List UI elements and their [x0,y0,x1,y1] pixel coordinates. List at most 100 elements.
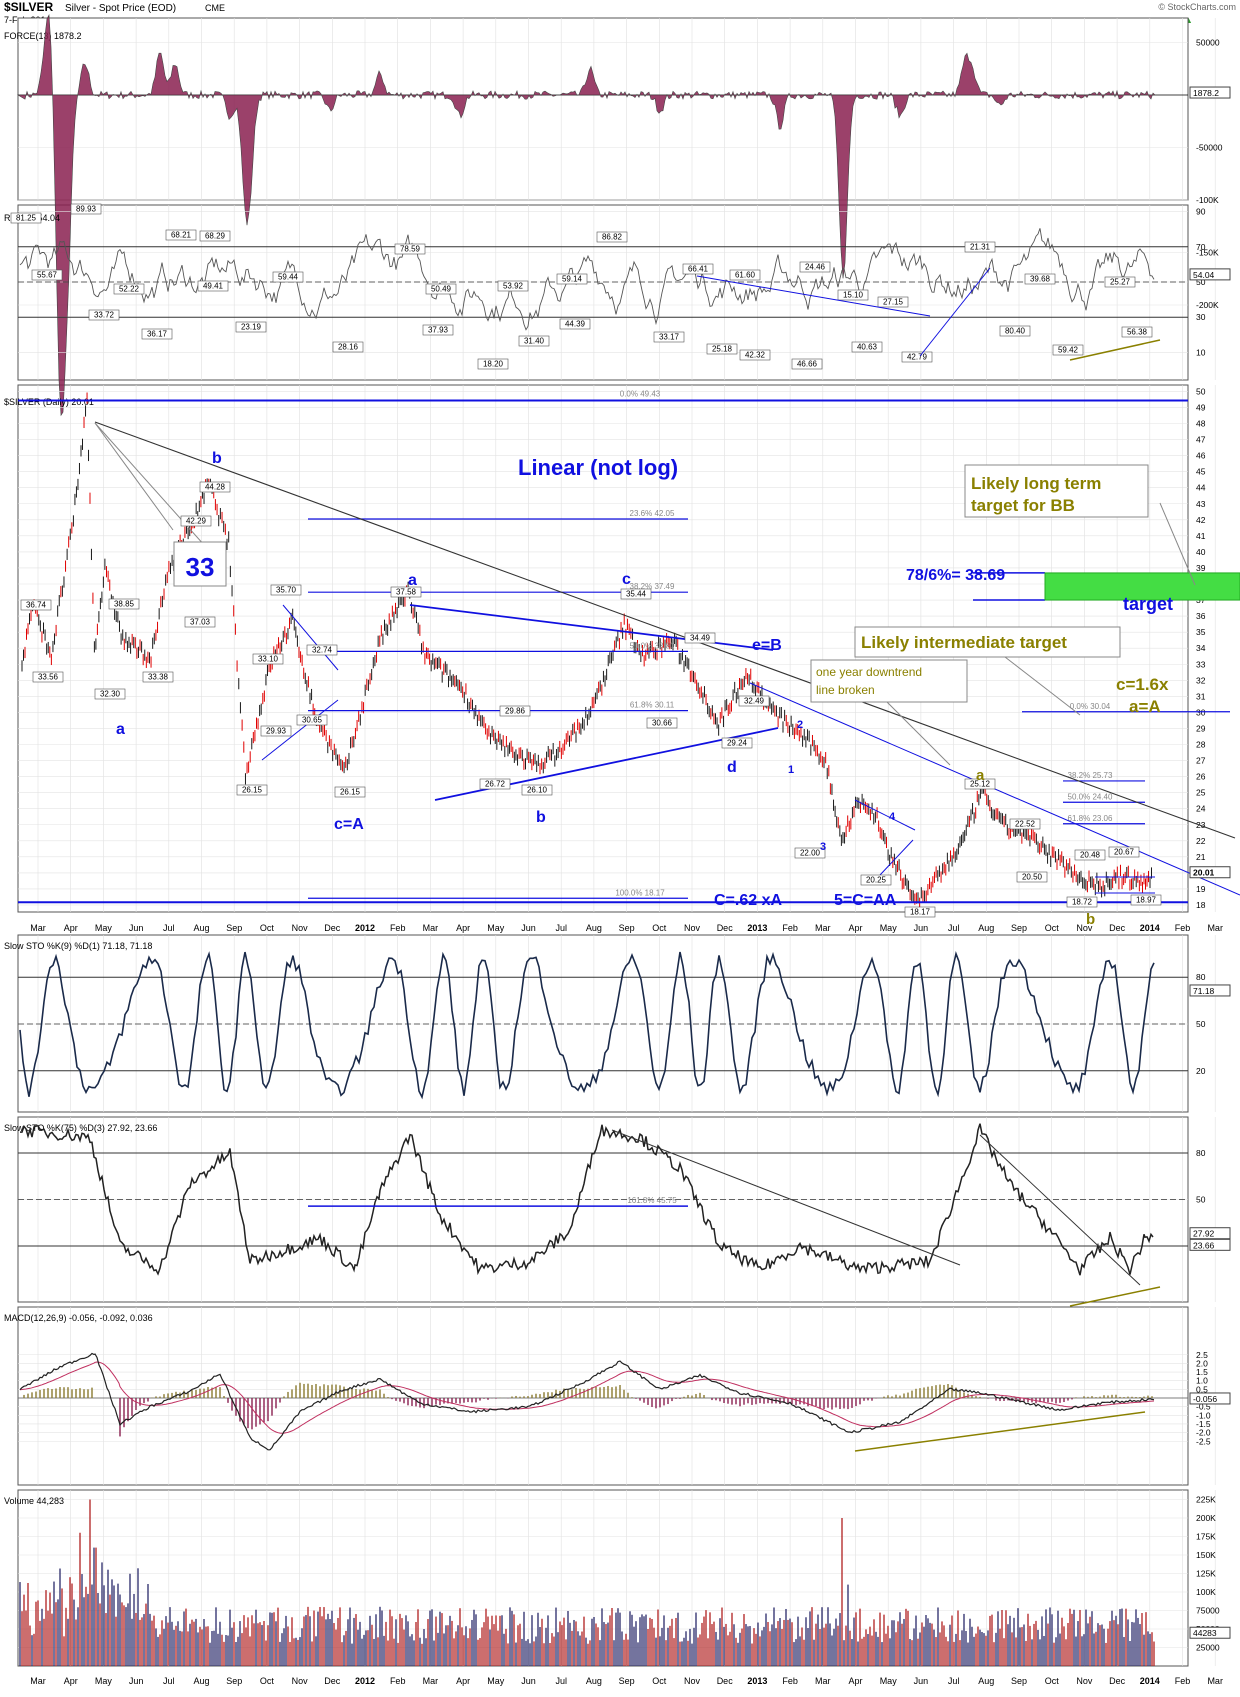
force-tick-label: -50000 [1196,143,1223,153]
sto9-tick-label: 50 [1196,1019,1206,1029]
rsi-value-label-box [877,296,909,308]
rsi-value-label: 24.46 [805,263,826,272]
price-value-label: 33.10 [258,655,279,664]
price-month-label-17: Aug [586,923,602,933]
price-value-label: 32.74 [312,646,333,655]
rsi-value-label: 25.27 [1110,278,1131,287]
sto75-tick-label: 50 [1196,1195,1206,1205]
rsi-value-label: 42.32 [745,351,766,360]
price-value-label-box [620,588,652,600]
price-tick-label: 50 [1196,386,1206,396]
macd-panel-frame [17,1306,1189,1486]
volume-month-label-33: Dec [1109,1676,1126,1686]
wave-a-label: a [116,721,125,738]
rsi-value-label: 89.93 [76,205,97,214]
rsi-value-label: 27.15 [883,298,904,307]
sto75-title: Slow STO %K(75) %D(3) 27.92, 23.66 [4,1123,157,1133]
volume-month-label-8: Nov [292,1676,309,1686]
price-month-label-30: Sep [1011,923,1027,933]
rsi-value-label: 39.68 [1030,275,1051,284]
rsi-value-label: 44.39 [565,320,586,329]
price-value-label-box [180,515,212,527]
rsi-tick-label: 70 [1196,242,1206,252]
volume-month-label-11: Feb [390,1676,406,1686]
rsi-value-label-box [70,203,102,215]
volume-month-label-21: Dec [717,1676,734,1686]
pointer-line [94,422,174,531]
rsi-value-label-box [999,325,1031,337]
rsi-value-label-box [799,261,831,273]
price-month-label-36: Mar [1207,923,1223,933]
target-zone [1044,572,1240,601]
sto75-last-label-2: 23.66 [1193,1240,1215,1250]
sto75-tick-label: 80 [1196,1148,1206,1158]
price-month-label-2: May [95,923,113,933]
volume-month-label-29: Aug [978,1676,994,1686]
price-month-label-16: Jul [555,923,567,933]
volume-tick-label: 175K [1196,1532,1216,1542]
longterm-label-2: target for BB [971,496,1075,515]
price-tick-label: 27 [1196,756,1206,766]
rsi-value-label-box [394,243,426,255]
volume-month-label-7: Oct [260,1676,275,1686]
macd-tick-label: -2.5 [1196,1436,1211,1446]
rsi-value-label: 36.17 [147,330,168,339]
rsi-value-label-box [197,280,229,292]
price-tick-label: 25 [1196,788,1206,798]
rsi-trendline [919,267,991,357]
big33-label: 33 [186,552,215,582]
price-value-label-box [252,653,284,665]
volume-month-label-13: Apr [456,1676,470,1686]
sto75-last-box-1 [1189,1227,1231,1240]
price-tick-label: 24 [1196,804,1206,814]
volume-last-label: 44283 [1193,1628,1217,1638]
price-tick-label: 42 [1196,515,1206,525]
rsi-value-label-box [837,289,869,301]
force-title: FORCE(13) 1878.2 [4,31,82,41]
price-tick-label: 43 [1196,499,1206,509]
volume-month-label-34: 2014 [1140,1676,1160,1686]
macd-divergence-line [854,1411,1146,1452]
force-last-label: 1878.2 [1193,88,1219,98]
price-value-label: 18.97 [1136,896,1157,905]
rsi-value-label: 31.40 [524,337,545,346]
rsi-value-label: 49.41 [203,282,224,291]
macd-tick-label: 1.0 [1196,1376,1208,1386]
rsi-value-label-box [559,318,591,330]
sto9-title: Slow STO %K(9) %D(1) 71.18, 71.18 [4,941,152,951]
price-last-label: 20.01 [1193,868,1215,878]
rsi-value-label-box [518,335,550,347]
price-month-label-15: Jun [521,923,536,933]
volume-month-label-12: Mar [423,1676,439,1686]
price-month-label-24: Mar [815,923,831,933]
linear-annotation: Linear (not log) [518,455,678,480]
volume-month-label-5: Aug [193,1676,209,1686]
volume-month-label-35: Feb [1175,1676,1191,1686]
price-value-label: 29.93 [266,727,287,736]
price-value-label-box [296,714,328,726]
rsi-value-label-box [332,341,364,353]
volume-tick-label: 25000 [1196,1643,1220,1653]
rsi-line [19,228,1155,331]
volume-tick-label: 150K [1196,1550,1216,1560]
price-value-label: 44.28 [205,483,226,492]
price-value-label: 29.24 [727,739,748,748]
wave-3-label: 3 [820,841,826,853]
wave-c2-label: c [622,571,631,588]
volume-month-label-22: 2013 [747,1676,767,1686]
price-value-label-box [684,632,716,644]
volume-month-label-19: Oct [652,1676,667,1686]
price-value-label: 25.12 [970,780,991,789]
price-value-label: 32.30 [100,690,121,699]
volume-month-label-25: Apr [848,1676,862,1686]
price-month-label-9: Dec [324,923,341,933]
rsi-value-label-box [235,321,267,333]
volume-tick-label: 125K [1196,1569,1216,1579]
rsi-value-label-box [1104,276,1136,288]
sto75-last-label-1: 27.92 [1193,1229,1215,1239]
price-tick-label: 40 [1196,547,1206,557]
force-last-box [1189,86,1231,99]
macd-tick-label: -2.0 [1196,1428,1211,1438]
volume-last-box [1189,1626,1231,1639]
rsi-value-label: 78.59 [400,245,421,254]
